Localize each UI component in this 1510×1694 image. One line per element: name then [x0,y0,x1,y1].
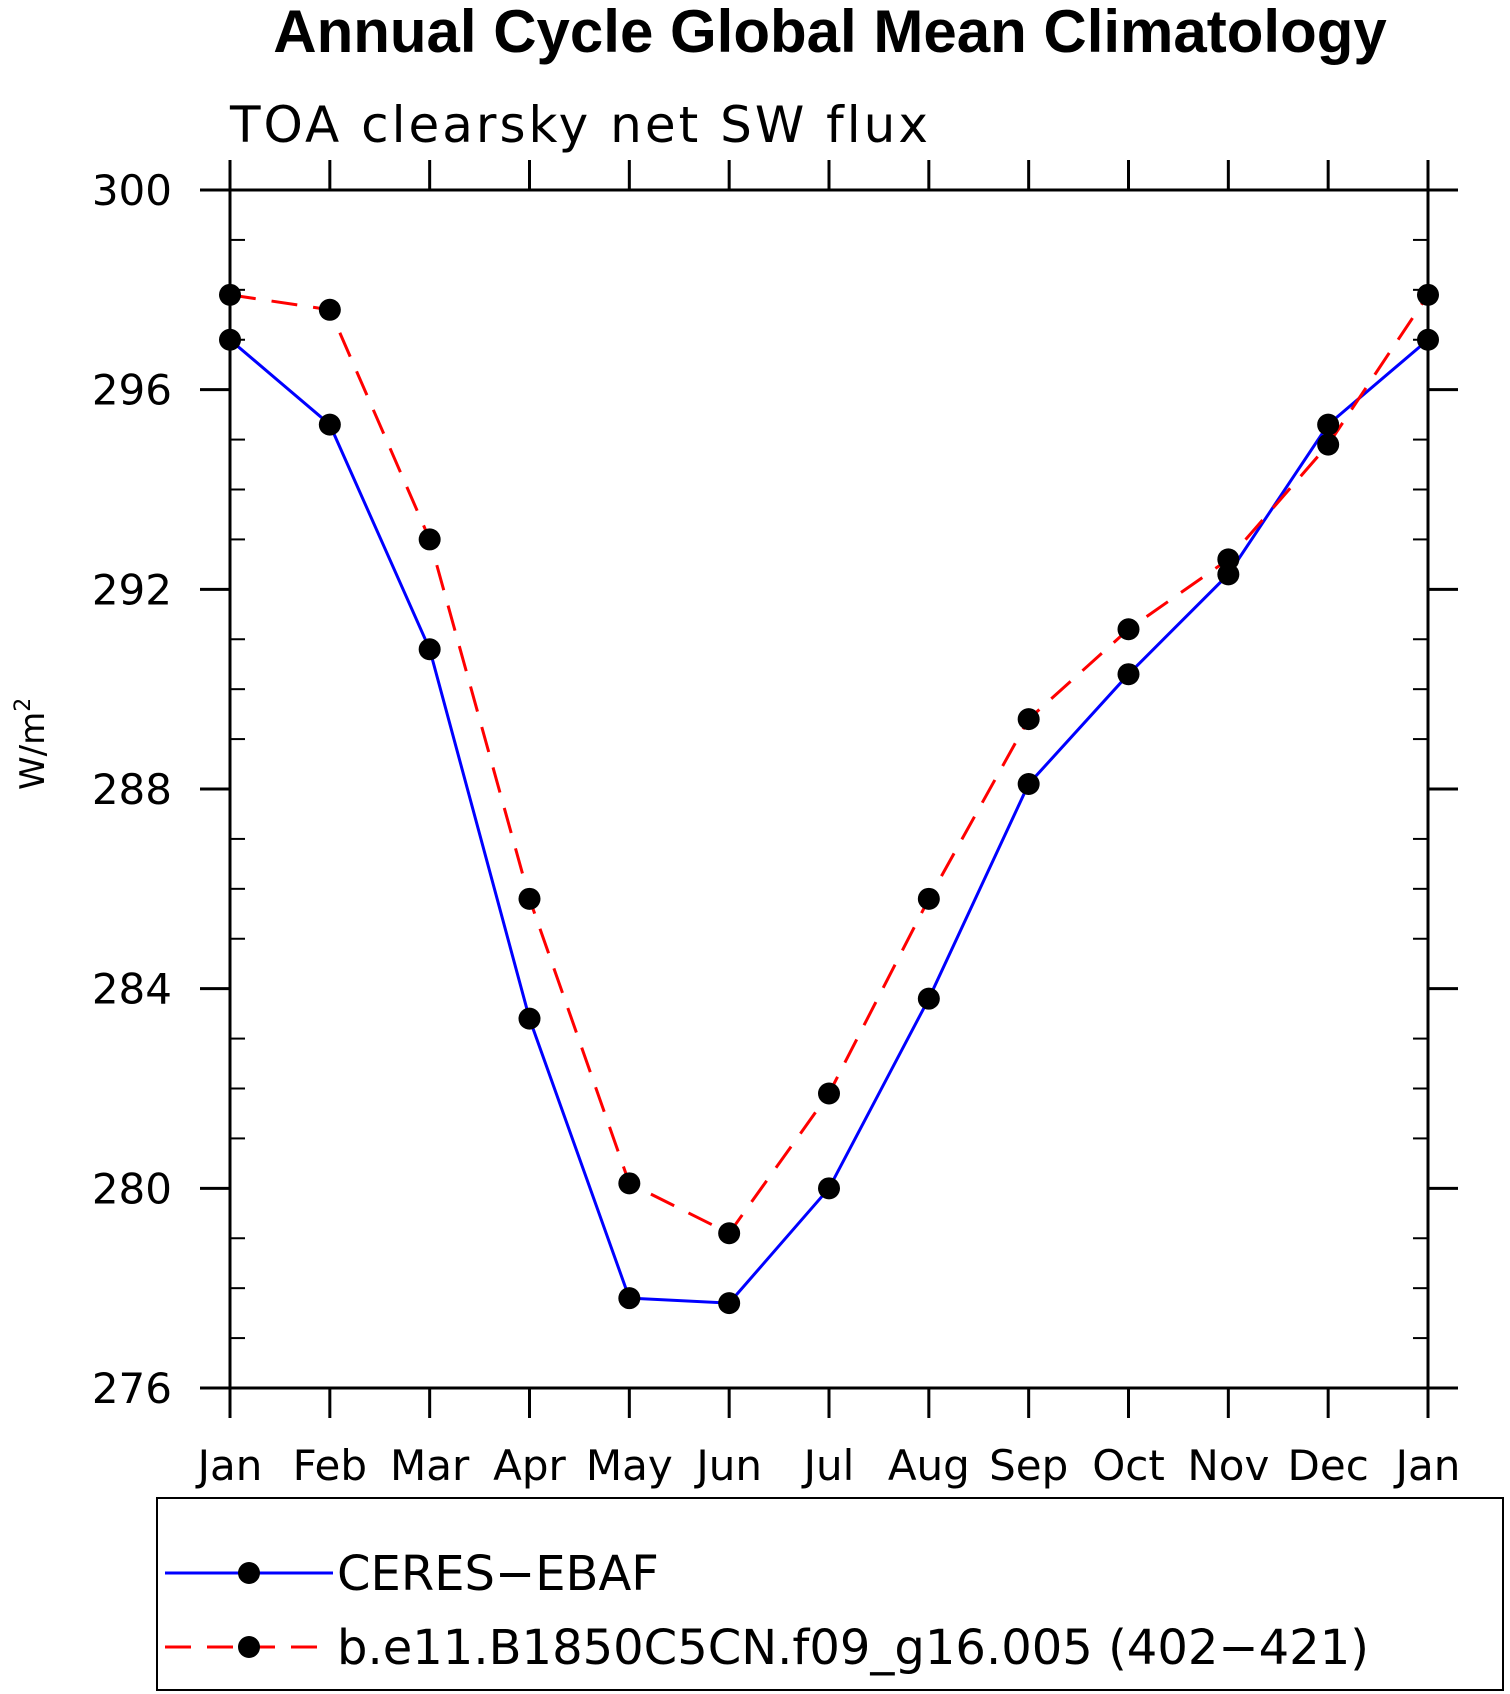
y-tick-label-284: 284 [92,965,172,1014]
series-1-point-11 [1317,433,1340,456]
series-0-point-6 [818,1177,840,1200]
series-0-point-2 [418,638,441,661]
axis-ticks [200,160,1458,1418]
legend-label-0: CERES−EBAF [337,1546,659,1602]
legend-marker-0 [238,1562,260,1584]
series-1-point-6 [818,1082,840,1105]
y-axis-label-superscript: 2 [11,698,36,712]
legend-label-1: b.e11.B1850C5CN.f09_g16.005 (402−421) [337,1620,1369,1676]
series-0-point-11 [1317,413,1340,436]
x-tick-label-5: Jun [693,1441,762,1490]
y-tick-label-300: 300 [92,166,172,215]
series-1-point-10 [1217,548,1240,571]
series-0-point-8 [1017,773,1040,796]
chart-subtitle: TOA clearsky net SW flux [229,96,931,154]
y-tick-label-280: 280 [92,1164,172,1213]
y-axis-title: W/m2 [11,698,53,790]
x-tick-label-12: Jan [1393,1441,1461,1490]
series-0-point-12 [1417,328,1439,351]
series-1-point-9 [1117,618,1140,641]
x-tick-label-7: Aug [888,1441,970,1490]
y-tick-label-276: 276 [92,1364,172,1413]
y-tick-label-288: 288 [92,765,172,814]
series-0-point-4 [618,1287,641,1310]
legend: CERES−EBAF b.e11.B1850C5CN.f09_g16.005 (4… [165,1546,1369,1676]
y-tick-label-296: 296 [92,366,172,415]
x-tick-label-9: Oct [1092,1441,1165,1490]
x-tick-label-2: Mar [390,1441,470,1490]
series-layer [219,283,1439,1315]
x-tick-label-3: Apr [493,1441,566,1490]
x-tick-label-1: Feb [293,1441,367,1490]
x-tick-label-8: Sep [989,1441,1068,1490]
series-0-point-3 [518,1007,541,1030]
series-0-point-0 [219,328,241,351]
series-1-point-12 [1417,283,1439,306]
series-1-point-3 [518,887,541,910]
x-tick-label-0: Jan [195,1441,263,1490]
chart-title: Annual Cycle Global Mean Climatology [273,0,1387,65]
x-tick-label-4: May [586,1441,673,1490]
tick-labels: Jan Feb Mar Apr May Jun Jul Aug Sep Oct Nov Dec Jan 2… [92,166,1461,1490]
x-tick-label-11: Dec [1288,1441,1369,1490]
series-0-point-5 [718,1292,741,1315]
series-1-point-0 [219,283,241,306]
legend-marker-1 [238,1636,260,1658]
y-tick-label-292: 292 [92,565,172,614]
series-1-point-1 [318,298,341,321]
series-1-point-5 [718,1222,741,1245]
series-1-point-8 [1017,708,1040,731]
x-tick-label-10: Nov [1187,1441,1269,1490]
y-axis-label: W/m [13,712,53,790]
series-line-0 [229,338,1429,1305]
legend-box [156,1497,1504,1691]
series-0-point-1 [318,413,341,436]
series-1-point-4 [618,1172,641,1195]
series-1-point-7 [917,887,940,910]
svg-text:W/m2: W/m2 [11,698,53,790]
series-0-point-9 [1117,663,1140,686]
plot-frame [228,188,1430,1390]
series-1-point-2 [418,528,441,551]
series-0-point-7 [917,987,940,1010]
x-tick-label-6: Jul [801,1441,855,1490]
